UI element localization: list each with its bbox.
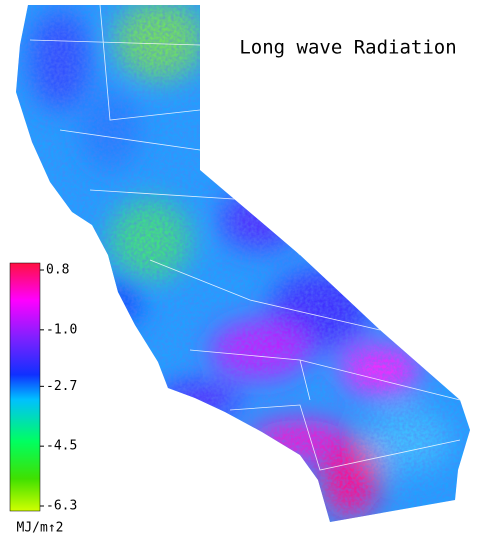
colorbar-unit: MJ/m↑2 <box>17 521 64 536</box>
colorbar-tick-label: 0.8 <box>46 263 69 278</box>
colorbar <box>9 262 41 512</box>
colorbar-tick-label: -6.3 <box>46 499 77 514</box>
colorbar-tick-label: -4.5 <box>46 439 77 454</box>
colorbar-tick-label: -2.7 <box>46 379 77 394</box>
map-title: Long wave Radiation <box>239 37 456 59</box>
colorbar-tick-label: -1.0 <box>46 322 77 337</box>
colorbar-ticks: 0.8 -1.0 -2.7 -4.5 -6.3 <box>40 263 77 514</box>
